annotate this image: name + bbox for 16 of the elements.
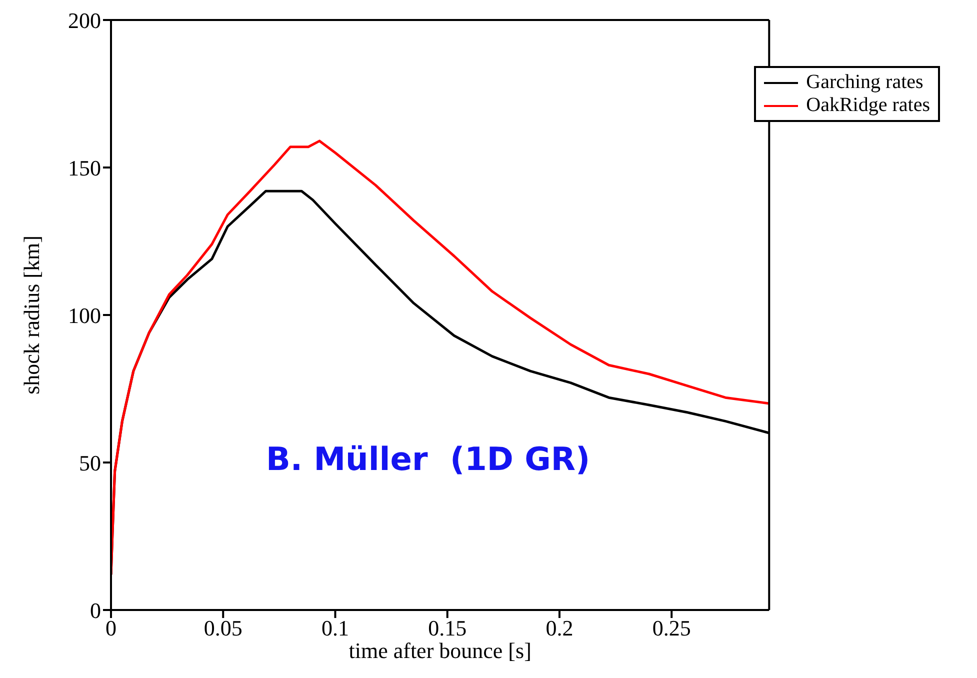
annotation: B. Müller (1D GR) [266, 440, 590, 478]
x-tick-label: 0.2 [546, 616, 574, 641]
x-tick-label: 0.15 [428, 616, 467, 641]
x-tick-label: 0.05 [204, 616, 242, 641]
legend-label: OakRidge rates [806, 94, 930, 117]
x-tick-label: 0.25 [652, 616, 691, 641]
y-tick-label: 0 [90, 598, 101, 623]
y-tick-label: 200 [68, 8, 101, 33]
legend-label: Garching rates [806, 71, 924, 94]
x-axis-title: time after bounce [s] [348, 638, 532, 663]
y-tick-label: 150 [68, 155, 101, 180]
y-tick-label: 50 [79, 450, 101, 476]
x-tick-label: 0 [106, 616, 116, 641]
y-tick-label: 100 [68, 302, 101, 328]
x-tick-label: 0.1 [321, 616, 349, 641]
y-axis-title: shock radius [km] [18, 236, 44, 394]
